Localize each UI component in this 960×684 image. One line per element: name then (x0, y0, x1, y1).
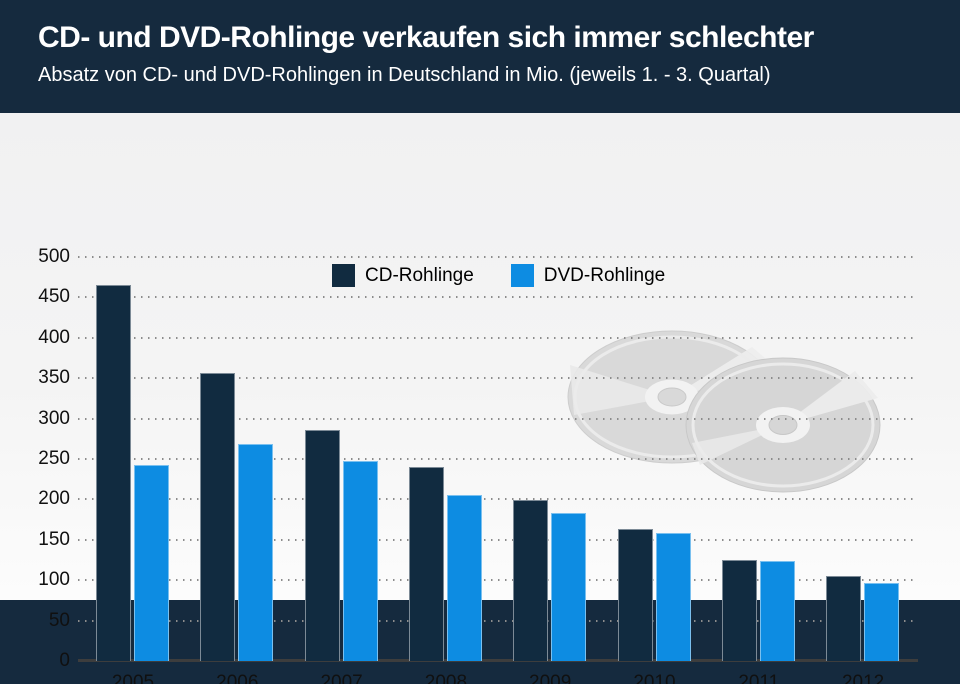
y-label-300: 300 (38, 407, 70, 429)
bar-cd-rohlinge-2012 (826, 576, 862, 661)
x-label-2007: 2007 (320, 672, 363, 684)
chart-area: CD-Rohlinge DVD-Rohlinge 0 50 100 150 200 250 3… (0, 113, 960, 684)
bar-dvd-rohlinge-2008 (446, 495, 482, 661)
bar-dvd-rohlinge-2012 (864, 583, 900, 661)
gridline-350 (78, 377, 918, 380)
x-axis-line (78, 659, 918, 662)
x-label-2008: 2008 (424, 672, 468, 684)
header: CD- und DVD-Rohlinge verkaufen sich imme… (0, 0, 960, 113)
legend-swatch (510, 264, 534, 287)
y-label-500: 500 (38, 246, 70, 267)
bar-cd-rohlinge-2007 (304, 429, 340, 661)
x-label-2011: 2011 (738, 672, 780, 684)
y-label-50: 50 (48, 609, 70, 631)
y-label-200: 200 (38, 488, 70, 510)
x-label-2009: 2009 (529, 672, 572, 684)
bar-dvd-rohlinge-2009 (551, 513, 587, 661)
cd-disc-watermark-icon (567, 330, 881, 493)
x-label-2010: 2010 (633, 672, 676, 684)
gridline-250 (78, 458, 918, 460)
y-label-250: 250 (38, 448, 70, 469)
bar-cd-rohlinge-2008 (408, 467, 444, 661)
y-label-0: 0 (59, 650, 70, 671)
bar-dvd-rohlinge-2007 (342, 460, 378, 661)
legend-label: CD-Rohlinge (365, 264, 474, 286)
gridline-500 (78, 256, 918, 258)
bar-dvd-rohlinge-2005 (134, 465, 169, 661)
bar-dvd-rohlinge-2010 (655, 533, 691, 661)
legend-swatch (332, 264, 355, 287)
page-subtitle: Absatz von CD- und DVD-Rohlingen in Deut… (38, 64, 771, 86)
bar-cd-rohlinge-2005 (96, 285, 131, 661)
y-label-350: 350 (38, 367, 70, 389)
y-label-150: 150 (38, 528, 70, 550)
gridline-150 (78, 538, 918, 541)
x-label-2012: 2012 (841, 672, 885, 684)
gridline-50 (78, 619, 918, 622)
legend-label: DVD-Rohlinge (543, 264, 666, 286)
gridline-100 (78, 579, 918, 582)
bar-cd-rohlinge-2006 (200, 373, 236, 661)
bar-dvd-rohlinge-2006 (238, 443, 274, 661)
y-label-100: 100 (38, 569, 70, 591)
legend-item-cd-rohlinge: CD-Rohlinge (332, 264, 474, 287)
gridline-450 (78, 296, 918, 299)
bar-dvd-rohlinge-2011 (759, 560, 795, 661)
gridline-200 (78, 498, 918, 501)
bar-cd-rohlinge-2010 (617, 529, 653, 661)
y-label-400: 400 (38, 326, 70, 348)
bar-cd-rohlinge-2009 (513, 500, 549, 661)
x-label-2006: 2006 (216, 672, 259, 684)
gridline-400 (78, 336, 918, 339)
x-label-2005: 2005 (111, 672, 155, 684)
gridline-300 (78, 417, 918, 420)
bar-cd-rohlinge-2011 (721, 560, 757, 661)
page-title: CD- und DVD-Rohlinge verkaufen sich imme… (38, 21, 814, 54)
y-label-450: 450 (38, 286, 70, 308)
legend: CD-Rohlinge DVD-Rohlinge (332, 264, 702, 287)
legend-item-dvd-rohlinge: DVD-Rohlinge (510, 264, 666, 287)
